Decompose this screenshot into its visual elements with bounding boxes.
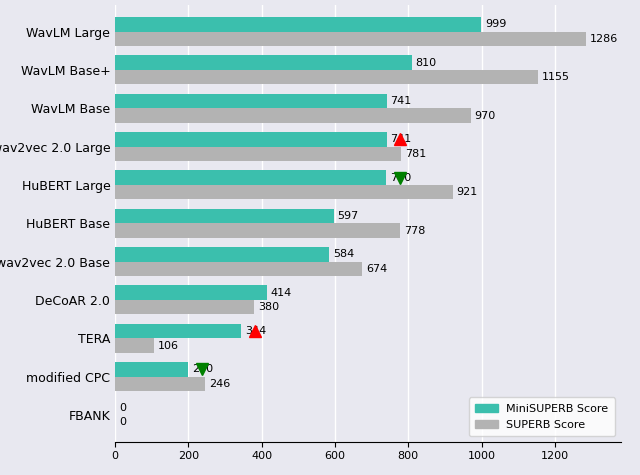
Bar <box>115 223 400 238</box>
Bar <box>115 147 401 161</box>
Bar <box>115 17 481 31</box>
Bar <box>115 31 586 46</box>
Bar <box>115 56 412 70</box>
Text: 921: 921 <box>456 187 477 197</box>
Text: 246: 246 <box>209 379 230 389</box>
Text: 810: 810 <box>415 57 436 67</box>
Text: 414: 414 <box>271 288 292 298</box>
Bar <box>115 285 267 300</box>
Text: 344: 344 <box>245 326 266 336</box>
Text: 0: 0 <box>119 403 126 413</box>
Text: 106: 106 <box>157 341 179 351</box>
Bar <box>115 94 387 108</box>
Text: 597: 597 <box>337 211 359 221</box>
Text: 741: 741 <box>390 134 412 144</box>
Text: 740: 740 <box>390 172 412 182</box>
Text: 741: 741 <box>390 96 412 106</box>
Bar <box>115 377 205 391</box>
Text: 1155: 1155 <box>542 72 570 82</box>
Bar <box>115 338 154 353</box>
Bar <box>115 185 452 200</box>
Text: 380: 380 <box>258 302 279 312</box>
Text: 999: 999 <box>485 19 506 29</box>
Text: 781: 781 <box>405 149 426 159</box>
Text: 778: 778 <box>404 226 425 236</box>
Text: 674: 674 <box>366 264 387 274</box>
Text: 584: 584 <box>333 249 354 259</box>
Bar <box>115 171 387 185</box>
Bar <box>115 323 241 338</box>
Bar <box>115 108 470 123</box>
Text: 0: 0 <box>119 417 126 427</box>
Bar <box>115 209 334 223</box>
Bar <box>115 132 387 147</box>
Text: 200: 200 <box>192 364 213 374</box>
Bar <box>115 247 329 262</box>
Bar <box>115 262 362 276</box>
Bar <box>115 70 538 85</box>
Bar <box>115 300 255 314</box>
Bar <box>115 362 188 377</box>
Text: 1286: 1286 <box>590 34 618 44</box>
Legend: MiniSUPERB Score, SUPERB Score: MiniSUPERB Score, SUPERB Score <box>468 397 615 436</box>
Text: 970: 970 <box>474 111 495 121</box>
